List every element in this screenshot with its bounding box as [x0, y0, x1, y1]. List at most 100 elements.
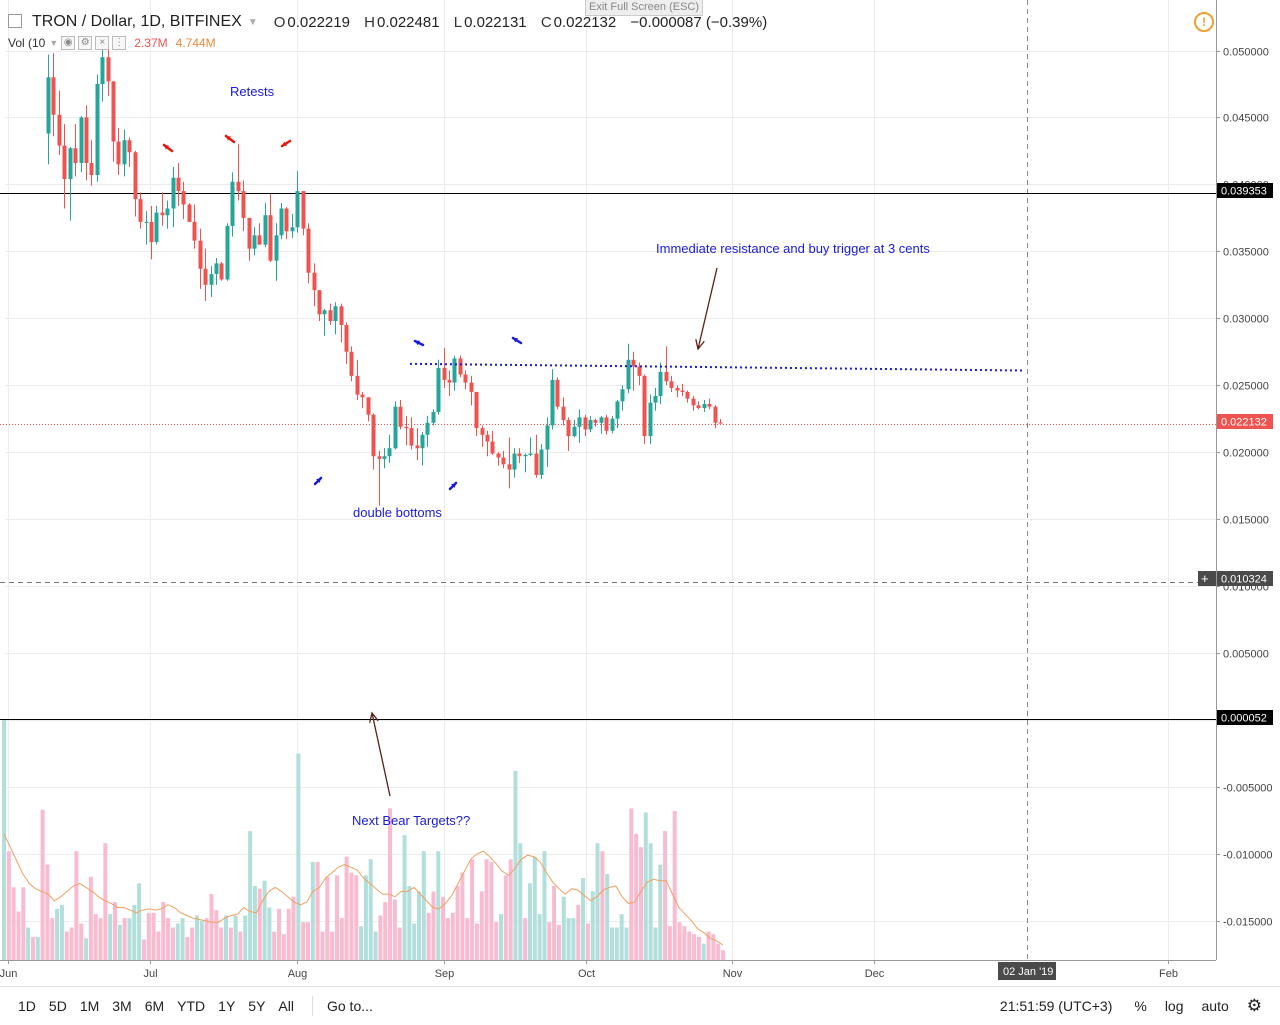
- volume-bar: [137, 883, 142, 960]
- volume-bar: [585, 923, 590, 960]
- price-label-crosshair: + 0.010324: [1198, 571, 1273, 586]
- volume-bars: [2, 720, 725, 960]
- settings-icon[interactable]: ⚙: [78, 36, 93, 50]
- volume-bar: [291, 896, 296, 960]
- volume-bar: [132, 904, 137, 960]
- range-1y[interactable]: 1Y: [218, 998, 236, 1014]
- bear-target-arrow-shaft: [371, 712, 391, 797]
- candle-body: [149, 221, 154, 242]
- candle-body: [344, 324, 349, 352]
- candle-body: [371, 414, 376, 457]
- volume-bar: [146, 912, 151, 960]
- candle-body: [615, 401, 620, 419]
- candle-body: [176, 177, 181, 192]
- volume-bar: [204, 918, 209, 960]
- candle-body: [577, 417, 582, 427]
- goto-date-button[interactable]: Go to...: [326, 998, 373, 1014]
- chart-canvas[interactable]: Jun Jul Aug Sep Oct Nov Dec Feb 0.050000 0.04500…: [0, 0, 1280, 986]
- candle-body: [236, 181, 241, 192]
- volume-bar: [127, 918, 132, 960]
- volume-bar: [98, 918, 103, 960]
- x-tick-label: Oct: [578, 968, 595, 980]
- candle-body: [610, 418, 615, 431]
- x-tick-label: Nov: [723, 968, 743, 980]
- candle-body: [209, 274, 214, 285]
- volume-moving-average: [3, 833, 724, 946]
- gear-icon[interactable]: ⚙: [1246, 996, 1262, 1015]
- volume-bar: [74, 851, 79, 960]
- range-ytd[interactable]: YTD: [177, 998, 206, 1014]
- candle-body: [528, 453, 533, 455]
- volume-bar: [523, 918, 528, 960]
- retest-arrow-2-head: [226, 136, 231, 141]
- volume-bar: [378, 915, 383, 960]
- chevron-down-icon[interactable]: ▼: [247, 16, 258, 28]
- svg-text:0.000052: 0.000052: [1221, 713, 1267, 725]
- volume-bar: [407, 886, 412, 960]
- volume-bar: [692, 934, 697, 960]
- candle-body: [68, 148, 73, 180]
- resistance-arrow-2-head: [513, 338, 518, 343]
- volume-bar: [595, 843, 600, 960]
- x-axis: Jun Jul Aug Sep Oct Nov Dec Feb: [0, 960, 1216, 980]
- candle-body: [225, 225, 230, 280]
- y-tick-label: 0.050000: [1223, 47, 1269, 59]
- candle-body: [436, 367, 441, 413]
- resistance-arrow-1-head: [415, 340, 420, 346]
- volume-bar: [151, 912, 156, 960]
- candle-body: [442, 367, 447, 380]
- y-tick-label: 0.015000: [1223, 515, 1269, 527]
- volume-bar: [431, 891, 436, 960]
- volume-bar: [388, 808, 393, 960]
- volume-bar: [629, 808, 634, 960]
- log-toggle[interactable]: log: [1164, 998, 1184, 1014]
- y-tick-label: 0.030000: [1223, 314, 1269, 326]
- range-6m[interactable]: 6M: [144, 998, 165, 1014]
- volume-label: Vol (10: [8, 36, 46, 50]
- symbol-title[interactable]: TRON / Dollar, 1D, BITFINEX: [32, 13, 242, 30]
- candle-body: [669, 381, 674, 388]
- alert-icon[interactable]: !: [1194, 12, 1214, 32]
- candle-body: [512, 453, 517, 470]
- volume-bar: [653, 927, 658, 960]
- range-1d[interactable]: 1D: [18, 998, 36, 1014]
- chevron-down-icon[interactable]: ▼: [49, 38, 59, 48]
- percent-toggle[interactable]: %: [1134, 998, 1147, 1014]
- eye-icon[interactable]: ◉: [61, 36, 76, 50]
- volume-bar: [590, 891, 595, 960]
- more-icon[interactable]: ⋮: [112, 36, 127, 50]
- y-tick-label: 0.045000: [1223, 113, 1269, 125]
- range-3m[interactable]: 3M: [112, 998, 132, 1014]
- volume-bar: [272, 931, 277, 960]
- candle-body: [279, 208, 284, 236]
- candle-body: [696, 405, 701, 409]
- volume-bar: [180, 918, 185, 960]
- candle-body: [653, 395, 658, 403]
- volume-bar: [368, 859, 373, 960]
- bottom-arrow-2-head: [451, 483, 456, 488]
- volume-bar: [214, 910, 219, 960]
- volume-bar: [344, 856, 349, 960]
- range-all[interactable]: All: [278, 998, 294, 1014]
- volume-bar: [310, 861, 315, 960]
- volume-bar: [219, 927, 224, 960]
- bear-target-arrow-head: [369, 711, 379, 723]
- range-5d[interactable]: 5D: [48, 998, 67, 1014]
- volume-bar: [436, 851, 441, 960]
- candle-body: [463, 374, 468, 383]
- range-1m[interactable]: 1M: [79, 998, 100, 1014]
- exit-fullscreen-button[interactable]: Exit Full Screen (ESC): [585, 0, 703, 16]
- auto-toggle[interactable]: auto: [1201, 998, 1229, 1014]
- volume-bar: [320, 931, 325, 960]
- volume-bar: [11, 887, 16, 960]
- price-labels: 0.039353 0.022132 + 0.010324 0.000052: [1198, 183, 1273, 725]
- volume-bar: [209, 894, 214, 960]
- collapse-legend-icon[interactable]: [8, 14, 22, 28]
- candle-body: [545, 425, 550, 450]
- candle-body: [122, 140, 127, 165]
- close-icon[interactable]: ×: [95, 36, 110, 50]
- volume-bar: [103, 843, 108, 960]
- candle-body: [160, 212, 165, 216]
- range-5y[interactable]: 5Y: [248, 998, 266, 1014]
- volume-bar: [363, 875, 368, 960]
